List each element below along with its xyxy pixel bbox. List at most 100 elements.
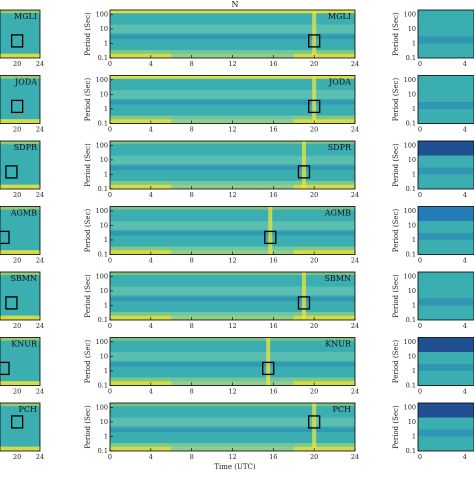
left-panel-field [0, 272, 40, 320]
right-x-tick-label: 0 [418, 126, 422, 134]
event-box [297, 296, 311, 310]
y-tick-label: 100 [96, 338, 108, 346]
x-tick-label: 16 [269, 191, 277, 199]
y-axis-label: Period (Sec) [84, 12, 92, 56]
x-tick-label: 20 [310, 453, 318, 461]
y-tick-label: 0.1 [98, 54, 108, 62]
right-x-tick-label: 4 [463, 388, 467, 396]
y-tick-label: 1 [104, 433, 108, 441]
x-tick-label: 16 [269, 453, 277, 461]
spectrogram-band [110, 221, 355, 230]
spectrogram-band [110, 403, 355, 407]
event-box [262, 361, 275, 376]
spectrogram-band [110, 75, 355, 79]
spectrogram-band [110, 427, 355, 433]
x-tick-label: 16 [269, 60, 277, 68]
y-tick-label: 100 [96, 76, 108, 84]
right-y-axis-label: Period (Sec) [392, 405, 400, 449]
right-x-tick-label: 4 [463, 322, 467, 330]
left-event-box [10, 415, 24, 429]
y-tick-label: 0.1 [98, 185, 108, 193]
left-panel-band [0, 10, 40, 14]
left-x-tick-label: 20 [13, 60, 21, 68]
spectrogram-band [110, 100, 355, 105]
left-panel-band [0, 337, 40, 341]
spectrogram-band [110, 296, 355, 302]
x-tick-label: 24 [351, 257, 359, 265]
left-x-tick-label: 24 [36, 388, 44, 396]
left-panel-frame [0, 271, 41, 321]
right-y-tick-label: 0.1 [406, 316, 416, 324]
right-x-tick-label: 4 [463, 60, 467, 68]
left-event-box [0, 230, 10, 245]
y-tick-label: 100 [96, 273, 108, 281]
x-tick-label: 0 [108, 126, 112, 134]
x-tick-label: 16 [269, 126, 277, 134]
x-tick-label: 12 [228, 322, 236, 330]
left-panel-band [0, 403, 40, 407]
transient-stripe [312, 403, 317, 451]
spectrogram-band [171, 50, 294, 58]
left-event-box [5, 296, 18, 310]
spectrogram-band [110, 362, 355, 367]
left-panel-field [0, 403, 40, 451]
x-tick-label: 16 [269, 257, 277, 265]
x-tick-label: 12 [228, 388, 236, 396]
right-x-tick-label: 4 [463, 453, 467, 461]
x-tick-label: 24 [351, 453, 359, 461]
left-panel-band [0, 141, 40, 145]
spectrogram-band [110, 34, 355, 40]
left-panel-field [0, 10, 40, 58]
left-x-tick-label: 24 [36, 453, 44, 461]
spectrogram-band [110, 24, 355, 34]
y-tick-label: 10 [100, 91, 108, 99]
left-panel-frame [0, 402, 41, 452]
left-event-box [0, 361, 10, 376]
y-tick-label: 10 [100, 156, 108, 164]
right-y-tick-label: 100 [404, 142, 416, 150]
x-tick-label: 4 [149, 126, 153, 134]
spectrogram-field [110, 141, 355, 189]
spectrogram-band [110, 337, 355, 341]
x-tick-label: 8 [190, 191, 194, 199]
left-panel-frame [0, 9, 41, 59]
right-y-axis-label: Period (Sec) [392, 12, 400, 56]
x-tick-label: 12 [228, 126, 236, 134]
y-tick-label: 1 [104, 171, 108, 179]
spectrogram-band [171, 443, 294, 451]
right-y-tick-label: 100 [404, 76, 416, 84]
right-panel-band [418, 403, 474, 418]
left-panel-band [0, 446, 40, 451]
right-panel-frame [417, 402, 474, 452]
left-panel-band [0, 75, 40, 79]
x-tick-label: 8 [190, 453, 194, 461]
y-axis-label: Period (Sec) [84, 405, 92, 449]
x-tick-label: 20 [310, 191, 318, 199]
spectrogram-band [171, 246, 294, 255]
left-panel-band [0, 206, 40, 210]
y-tick-label: 1 [104, 302, 108, 310]
x-tick-label: 4 [149, 191, 153, 199]
x-tick-label: 4 [149, 322, 153, 330]
x-tick-label: 12 [228, 191, 236, 199]
right-y-tick-label: 1 [412, 171, 416, 179]
right-panel-band [418, 167, 474, 175]
station-label: PCH [333, 405, 352, 414]
x-tick-label: 4 [149, 60, 153, 68]
spectrogram-band [110, 141, 355, 145]
y-tick-label: 100 [96, 207, 108, 215]
left-x-tick-label: 24 [36, 257, 44, 265]
x-tick-label: 20 [310, 126, 318, 134]
spectrogram-band [171, 115, 294, 124]
left-panel-band [0, 184, 40, 189]
right-panel-band [418, 75, 474, 91]
left-panel-band [0, 119, 40, 124]
transient-stripe [268, 206, 273, 255]
left-panel-frame [0, 75, 41, 124]
right-y-tick-label: 0.1 [406, 120, 416, 128]
right-panel-frame [417, 271, 474, 321]
x-tick-label: 4 [149, 388, 153, 396]
left-x-tick-label: 20 [13, 453, 21, 461]
y-tick-label: 1 [104, 40, 108, 48]
x-tick-label: 24 [351, 60, 359, 68]
